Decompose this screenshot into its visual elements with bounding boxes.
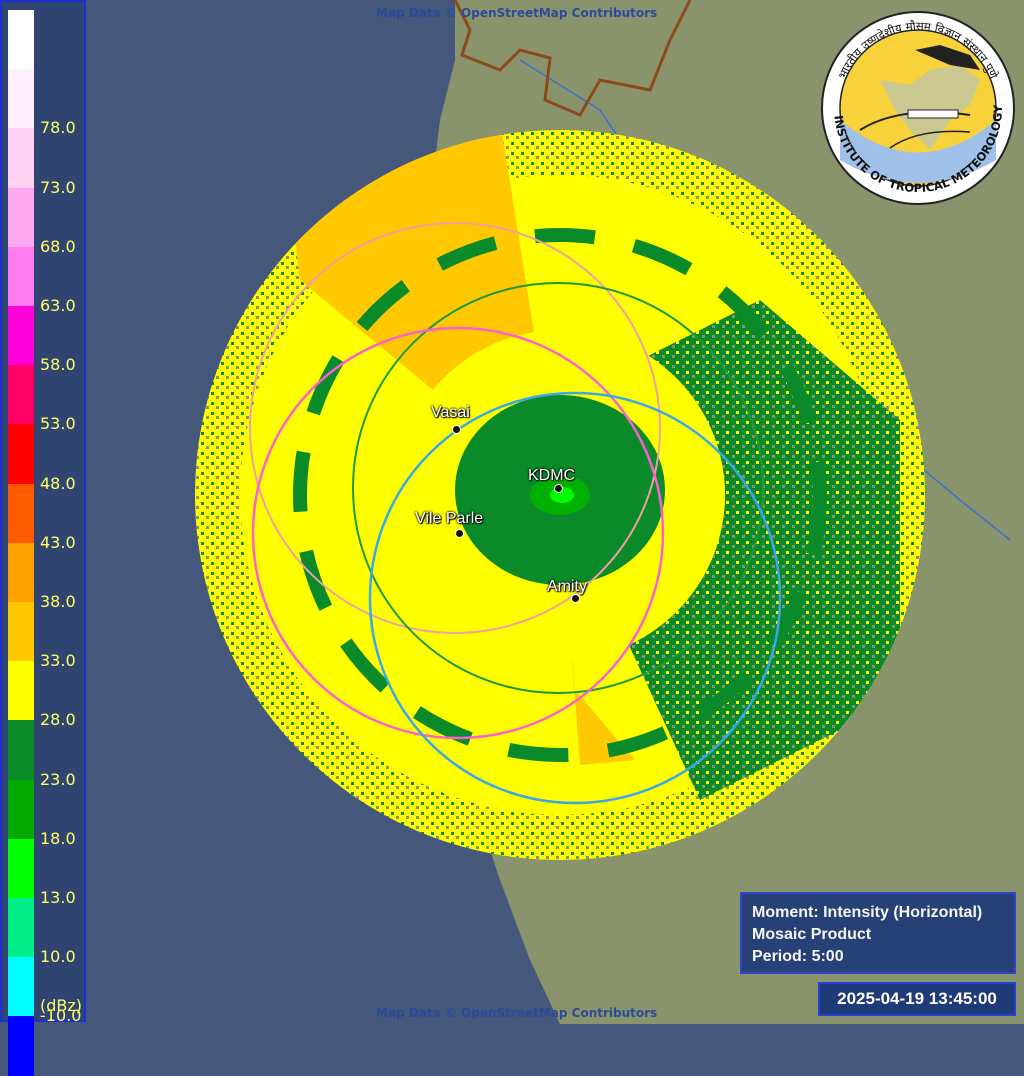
legend-swatch	[8, 10, 34, 70]
radar-echoes	[195, 130, 925, 860]
legend-swatch	[8, 779, 34, 840]
legend-label: 53.0	[40, 414, 76, 434]
legend-label: 68.0	[40, 236, 76, 256]
boundary-line	[453, 0, 692, 117]
legend-label: 28.0	[40, 710, 76, 730]
legend-label: 33.0	[40, 651, 76, 671]
vasai-marker[interactable]	[452, 425, 461, 434]
legend-label: 78.0	[40, 118, 76, 138]
timestamp-label: 2025-04-19 13:45:00	[818, 982, 1016, 1016]
legend-swatch	[8, 483, 34, 544]
place-label-vile-parle: Vile Parle	[415, 510, 484, 527]
range-ring-kdmc	[352, 282, 764, 694]
legend-swatch	[8, 365, 34, 425]
legend-swatch	[8, 246, 34, 307]
moment-text: Moment: Intensity (Horizontal)	[752, 904, 983, 921]
legend-label: 13.0	[40, 888, 76, 907]
product-info-panel: Moment: Intensity (Horizontal) Mosaic Pr…	[740, 892, 1016, 974]
legend-unit: (dBz)	[40, 996, 83, 1015]
legend-swatch	[8, 187, 34, 248]
legend-swatch	[8, 306, 34, 366]
legend-swatch	[8, 957, 34, 1017]
legend-label: 18.0	[40, 828, 76, 848]
legend-swatch	[8, 838, 34, 899]
range-ring-vasai	[249, 222, 661, 634]
period-text: Period: 5:00	[752, 948, 844, 965]
legend-swatch	[8, 602, 34, 662]
legend-swatch	[8, 128, 34, 189]
legend-swatch	[8, 1016, 34, 1076]
legend-label: -10.0	[40, 1006, 82, 1026]
legend-label: 73.0	[40, 177, 76, 197]
attribution-bottom: Map Data © OpenStreetMap Contributors	[376, 1006, 658, 1020]
iitm-logo: भारतीय उष्णदेशीय मौसम विज्ञान संस्थान पु…	[820, 10, 1015, 205]
radar-range-rings	[249, 222, 782, 805]
legend-label: 63.0	[40, 296, 76, 315]
legend-swatch	[8, 542, 34, 603]
kdmc-marker[interactable]	[554, 484, 563, 493]
legend-label: 23.0	[40, 769, 76, 789]
green-ring	[293, 228, 827, 762]
legend-swatch	[8, 69, 34, 129]
legend-label: 43.0	[40, 532, 76, 552]
legend-swatch	[8, 424, 34, 485]
legend-swatch	[8, 661, 34, 721]
place-label-vasai: Vasai	[431, 404, 470, 421]
legend-label: 10.0	[40, 947, 76, 967]
place-label-kdmc: KDMC	[528, 467, 576, 484]
attribution-top: Map Data © OpenStreetMap Contributors	[376, 6, 658, 20]
product-text: Mosaic Product	[752, 926, 872, 943]
legend-swatch	[8, 720, 34, 781]
place-label-amity: Amity	[547, 578, 587, 595]
vile-parle-marker[interactable]	[455, 529, 464, 538]
legend-label: 38.0	[40, 592, 76, 611]
legend-label: 58.0	[40, 355, 76, 375]
range-ring-amity	[368, 391, 782, 805]
legend-swatch	[8, 898, 34, 958]
legend-label: 48.0	[40, 473, 76, 493]
range-ring-vile-parle	[251, 326, 665, 740]
color-legend: 78.0 73.0 68.0 63.0 58.0 53.0 48.0 43.0 38.0 33.0…	[0, 0, 86, 1076]
amity-marker[interactable]	[571, 594, 580, 603]
